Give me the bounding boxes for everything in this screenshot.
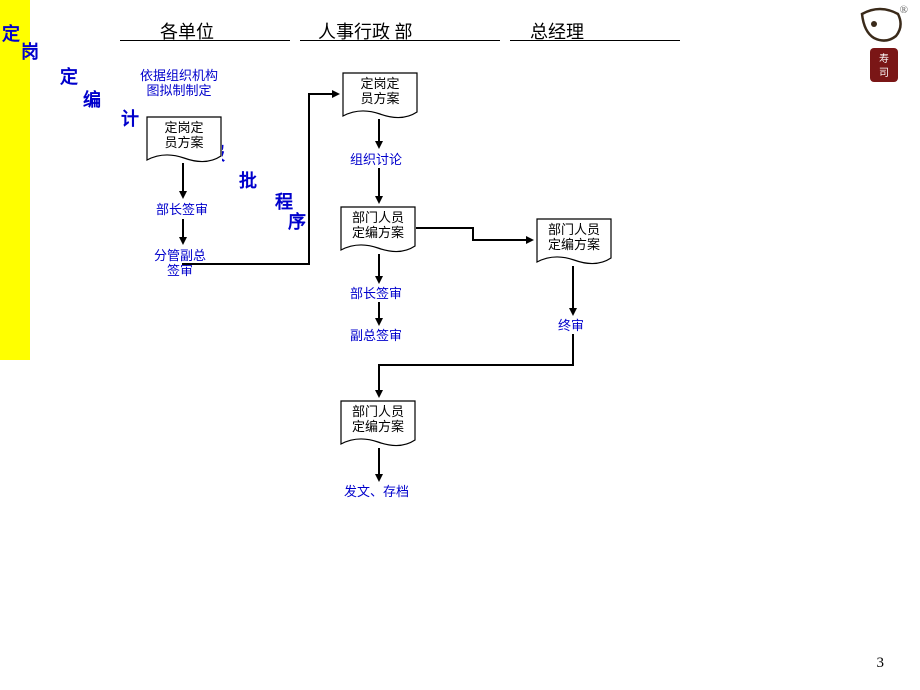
arrow-head-icon [526,236,534,244]
logo-seal-icon: 寿 司 [854,6,906,88]
step-label: 副总签审 [350,328,402,343]
flow-arrow [572,266,574,310]
arrow-head-icon [375,390,383,398]
flow-arrow [378,254,380,278]
arrow-head-icon [332,90,340,98]
registered-icon: ® [900,4,908,16]
flow-arrow [378,168,380,198]
svg-text:寿: 寿 [879,52,889,65]
column-underline [120,40,290,41]
title-char: 计 [120,105,140,131]
step-label: 依据组织机构图拟制制定 [140,68,218,98]
title-char: 岗 [20,38,40,64]
step-label: 发文、存档 [344,484,409,499]
flow-arrow [182,219,184,239]
flow-arrow [182,263,308,265]
flow-arrow [182,163,184,193]
arrow-head-icon [569,308,577,316]
step-label: 组织讨论 [350,152,402,167]
step-label: 部长签审 [350,286,402,301]
flow-arrow [472,239,528,241]
document-node: 定岗定员方案 [146,116,222,166]
document-node: 定岗定员方案 [342,72,418,122]
title-char: 定 [59,63,79,89]
arrow-head-icon [375,276,383,284]
arrow-head-icon [375,474,383,482]
document-label: 部门人员定编方案 [340,404,416,434]
title-char: 编 [82,86,102,112]
flow-arrow [416,227,472,229]
document-node: 部门人员定编方案 [536,218,612,268]
document-label: 部门人员定编方案 [340,210,416,240]
document-label: 定岗定员方案 [146,120,222,150]
flow-arrow [308,93,334,95]
flow-arrow [378,448,380,476]
flow-arrow [308,93,310,265]
document-label: 部门人员定编方案 [536,222,612,252]
flow-arrow [378,364,380,392]
flow-arrow [572,334,574,364]
arrow-head-icon [375,196,383,204]
svg-text:司: 司 [879,68,889,79]
step-label: 终审 [558,318,584,333]
flow-arrow [472,227,474,239]
flow-arrow [378,119,380,143]
column-underline [510,40,680,41]
title-char: 序 [287,208,307,234]
arrow-head-icon [179,191,187,199]
arrow-head-icon [179,237,187,245]
document-node: 部门人员定编方案 [340,400,416,450]
step-label: 部长签审 [156,202,208,217]
arrow-head-icon [375,141,383,149]
column-underline [300,40,500,41]
title-char: 定 [1,20,21,46]
flow-arrow [378,364,574,366]
document-node: 部门人员定编方案 [340,206,416,256]
logo: ® 寿 司 [854,6,906,93]
arrow-head-icon [375,318,383,326]
document-label: 定岗定员方案 [342,76,418,106]
page-number: 3 [877,655,885,672]
title-char: 批 [238,167,258,193]
